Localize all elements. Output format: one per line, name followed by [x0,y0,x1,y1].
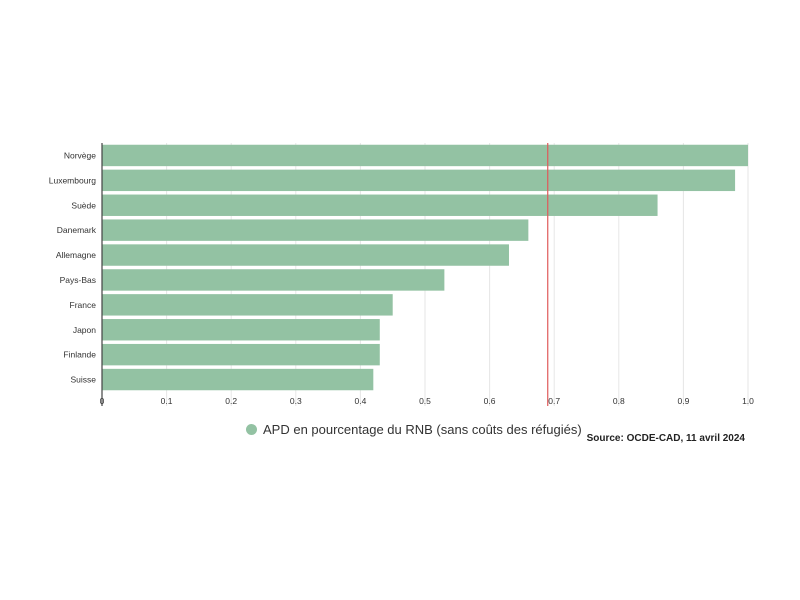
bar [102,294,393,316]
x-tick-labels: 0 0.1 0.2 0.3 0.4 0.5 0.6 0.7 0.8 0.9 1.0 [100,396,755,406]
category-label: Danemark [57,225,97,235]
bar [102,343,380,366]
category-label: Luxembourg [49,175,97,185]
x-tick-label: 0.8 [613,396,625,406]
category-labels: Norvège Luxembourg Suède Danemark Allemagne P… [49,150,97,384]
bar [102,169,736,192]
x-tick-label: 0.3 [290,396,302,406]
source-note: Source: OCDE-CAD, 11 avril 2024 [586,433,745,444]
category-label: France [70,300,97,310]
x-tick-label: 0.2 [225,396,237,406]
category-label: Pays-Bas [60,275,96,285]
legend-label: APD en pourcentage du RNB (sans coûts de… [263,422,582,437]
legend: APD en pourcentage du RNB (sans coûts de… [246,422,582,437]
category-label: Norvège [64,150,96,160]
category-label: Suisse [70,375,96,385]
legend-marker [246,424,257,435]
bar [102,144,748,167]
bars [102,144,748,391]
category-label: Japon [73,325,96,335]
bar [102,219,529,241]
x-tick-label: 0.1 [161,396,173,406]
x-tick-label: 0.4 [354,396,366,406]
bar [102,194,658,216]
bar [102,269,445,291]
x-tick-label: 1.0 [742,396,754,406]
category-label: Allemagne [56,250,96,260]
category-label: Finlande [63,350,96,360]
x-tick-label: 0.6 [484,396,496,406]
x-tick-label: 0 [100,396,105,406]
bar [102,319,380,341]
category-label: Suède [71,200,96,210]
x-tick-label: 0.5 [419,396,431,406]
bar [102,244,509,266]
bar [102,368,374,391]
x-tick-label: 0.9 [677,396,689,406]
x-tick-label: 0.7 [548,396,560,406]
